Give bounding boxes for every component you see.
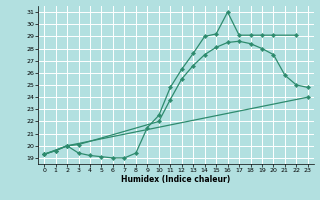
X-axis label: Humidex (Indice chaleur): Humidex (Indice chaleur) xyxy=(121,175,231,184)
